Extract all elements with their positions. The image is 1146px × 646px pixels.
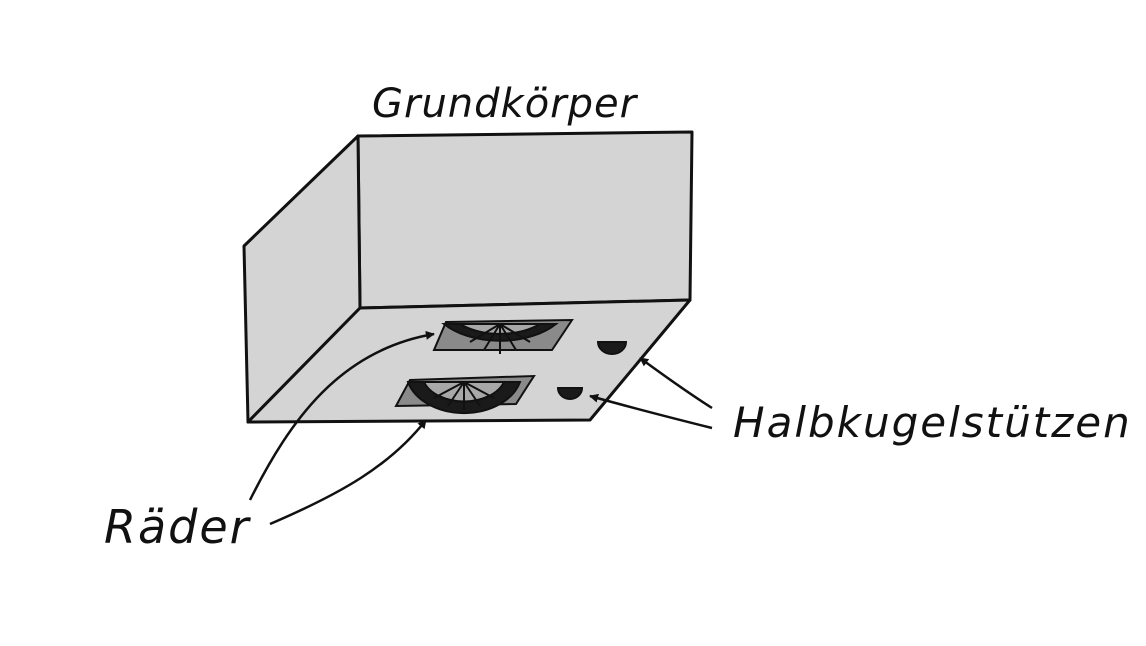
arrow-supports-lower xyxy=(589,393,713,430)
label-base-body: Grundkörper xyxy=(372,81,638,127)
label-wheels: Räder xyxy=(104,500,251,554)
arrow-wheels-lower xyxy=(269,419,427,526)
arrow-supports-upper xyxy=(639,356,713,410)
wheel-upper xyxy=(432,318,574,354)
arrow-wheels-upper xyxy=(248,330,435,501)
hemisphere-support-upper xyxy=(596,341,628,355)
base-body-front-face xyxy=(356,130,694,310)
label-hemisphere-supports: Halbkugelstützen xyxy=(733,398,1132,447)
hemisphere-support-lower xyxy=(556,387,584,400)
wheel-lower xyxy=(394,374,536,415)
